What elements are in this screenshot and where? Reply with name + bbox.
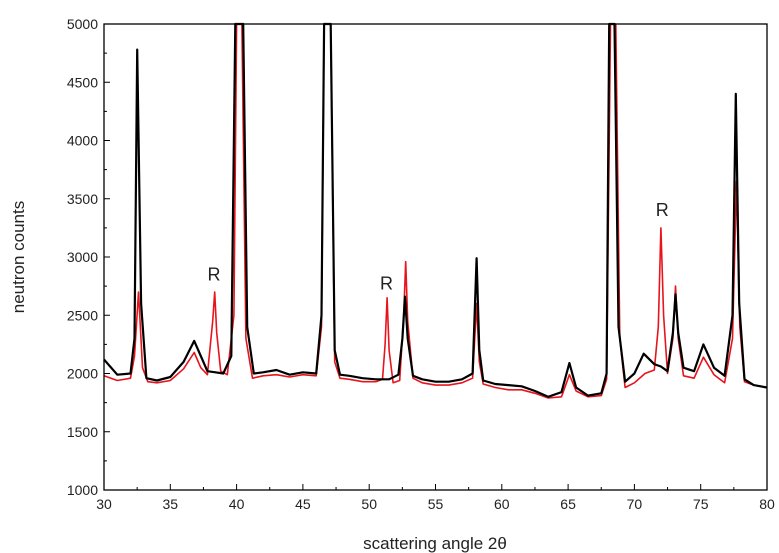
x-tick-label: 70 — [627, 496, 643, 512]
y-axis-title: neutron counts — [9, 201, 28, 313]
ticks-layer: 30 35 40 45 50 55 60 65 70 75 80 1000 1500 2000 2500 30… — [67, 16, 775, 512]
y-tick-label: 2500 — [67, 307, 98, 323]
x-tick-label: 35 — [163, 496, 179, 512]
series-line-1 — [103, 22, 768, 398]
y-tick-label: 1500 — [67, 424, 98, 440]
x-tick-label: 80 — [759, 496, 775, 512]
x-tick-label: 40 — [229, 496, 245, 512]
x-tick-label: 65 — [560, 496, 576, 512]
x-tick-label: 30 — [96, 496, 112, 512]
y-tick-label: 3000 — [67, 249, 98, 265]
y-tick-label: 3500 — [67, 191, 98, 207]
x-tick-label: 60 — [494, 496, 510, 512]
x-tick-label: 45 — [295, 496, 311, 512]
peak-annotation: R — [208, 264, 221, 284]
y-tick-label: 4500 — [67, 74, 98, 90]
y-tick-label: 1000 — [67, 482, 98, 498]
x-tick-label: 55 — [428, 496, 444, 512]
y-tick-label: 2000 — [67, 366, 98, 382]
x-tick-label: 75 — [693, 496, 709, 512]
series-layer — [103, 22, 768, 399]
annotation-layer: R R R — [208, 200, 669, 293]
plot-frame — [103, 23, 768, 491]
y-tick-label: 5000 — [67, 16, 98, 32]
peak-annotation: R — [380, 274, 393, 294]
x-tick-label: 50 — [361, 496, 377, 512]
peak-annotation: R — [656, 200, 669, 220]
x-axis-title: scattering angle 2θ — [363, 534, 507, 553]
y-tick-label: 4000 — [67, 133, 98, 149]
